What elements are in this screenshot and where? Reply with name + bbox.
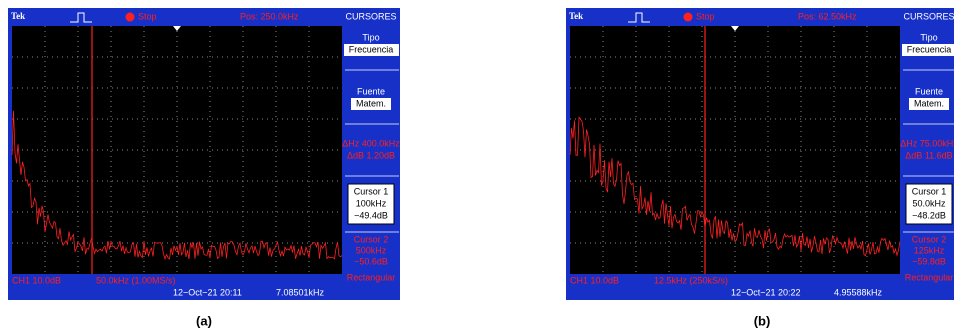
cursor2-text: 500kHz xyxy=(356,245,387,255)
menu-label: Fuente xyxy=(357,86,385,96)
cursor2-text: −59.8dB xyxy=(912,256,946,266)
menu-value: Frecuencia xyxy=(349,44,394,54)
menu-label: Fuente xyxy=(915,86,943,96)
delta-hz: ΔHz 400.0kHz xyxy=(342,138,400,148)
caption: (b) xyxy=(754,313,771,328)
delta-db: ΔdB 1.20dB xyxy=(347,150,395,160)
cursor1-text: Cursor 1 xyxy=(912,186,947,196)
channel: CH1 10.0dB xyxy=(12,275,61,285)
caption: (a) xyxy=(196,313,212,328)
menu-label: Tipo xyxy=(920,32,937,42)
cursor2-text: Cursor 2 xyxy=(354,234,389,244)
cursor2-text: Cursor 2 xyxy=(912,234,947,244)
cursor1-text: 50.0kHz xyxy=(912,198,946,208)
stop-dot xyxy=(684,13,693,22)
cursor1-text: −48.2dB xyxy=(912,210,946,220)
scope-panel: Tek Stop Pos: 250.0kHz CURSORES Tipo Frecuenc… xyxy=(8,8,400,300)
menu-value: Matem. xyxy=(356,98,386,108)
frequency: 7.08501kHz xyxy=(276,287,325,297)
cursor1-text: Cursor 1 xyxy=(354,186,389,196)
cursor1-text: 100kHz xyxy=(356,198,387,208)
scale: 50.0kHz (1.00MS/s) xyxy=(96,275,176,285)
brand: Tek xyxy=(11,11,25,21)
menu-title: CURSORES xyxy=(903,11,954,21)
cursor2-text: 125kHz xyxy=(914,245,945,255)
menu-value: Matem. xyxy=(914,98,944,108)
delta-db: ΔdB 11.6dB xyxy=(905,150,952,160)
menu-title: CURSORES xyxy=(345,11,396,21)
frequency: 4.95588kHz xyxy=(834,287,883,297)
stop-dot xyxy=(126,13,135,22)
delta-hz: ΔHz 75.00kHz xyxy=(900,138,954,148)
scope-panel: Tek Stop Pos: 62.50kHz CURSORES Tipo Frecuenc… xyxy=(566,8,954,300)
position: Pos: 250.0kHz xyxy=(240,11,299,21)
status: Stop xyxy=(138,11,157,21)
status: Stop xyxy=(696,11,715,21)
scale: 12.5kHz (250kS/s) xyxy=(654,275,728,285)
date: 12−Oct−21 20:11 xyxy=(173,287,242,297)
cursor1-text: −49.4dB xyxy=(354,210,388,220)
figure: Tek Stop Pos: 250.0kHz CURSORES Tipo Frecuenc… xyxy=(0,0,954,332)
date: 12−Oct−21 20:22 xyxy=(731,287,801,297)
window-label: Rectangular xyxy=(905,272,954,282)
window-label: Rectangular xyxy=(347,272,396,282)
cursor2-text: −50.6dB xyxy=(354,256,388,266)
brand: Tek xyxy=(569,11,583,21)
menu-value: Frecuencia xyxy=(907,44,952,54)
channel: CH1 10.0dB xyxy=(570,275,619,285)
menu-label: Tipo xyxy=(362,32,379,42)
position: Pos: 62.50kHz xyxy=(798,11,857,21)
